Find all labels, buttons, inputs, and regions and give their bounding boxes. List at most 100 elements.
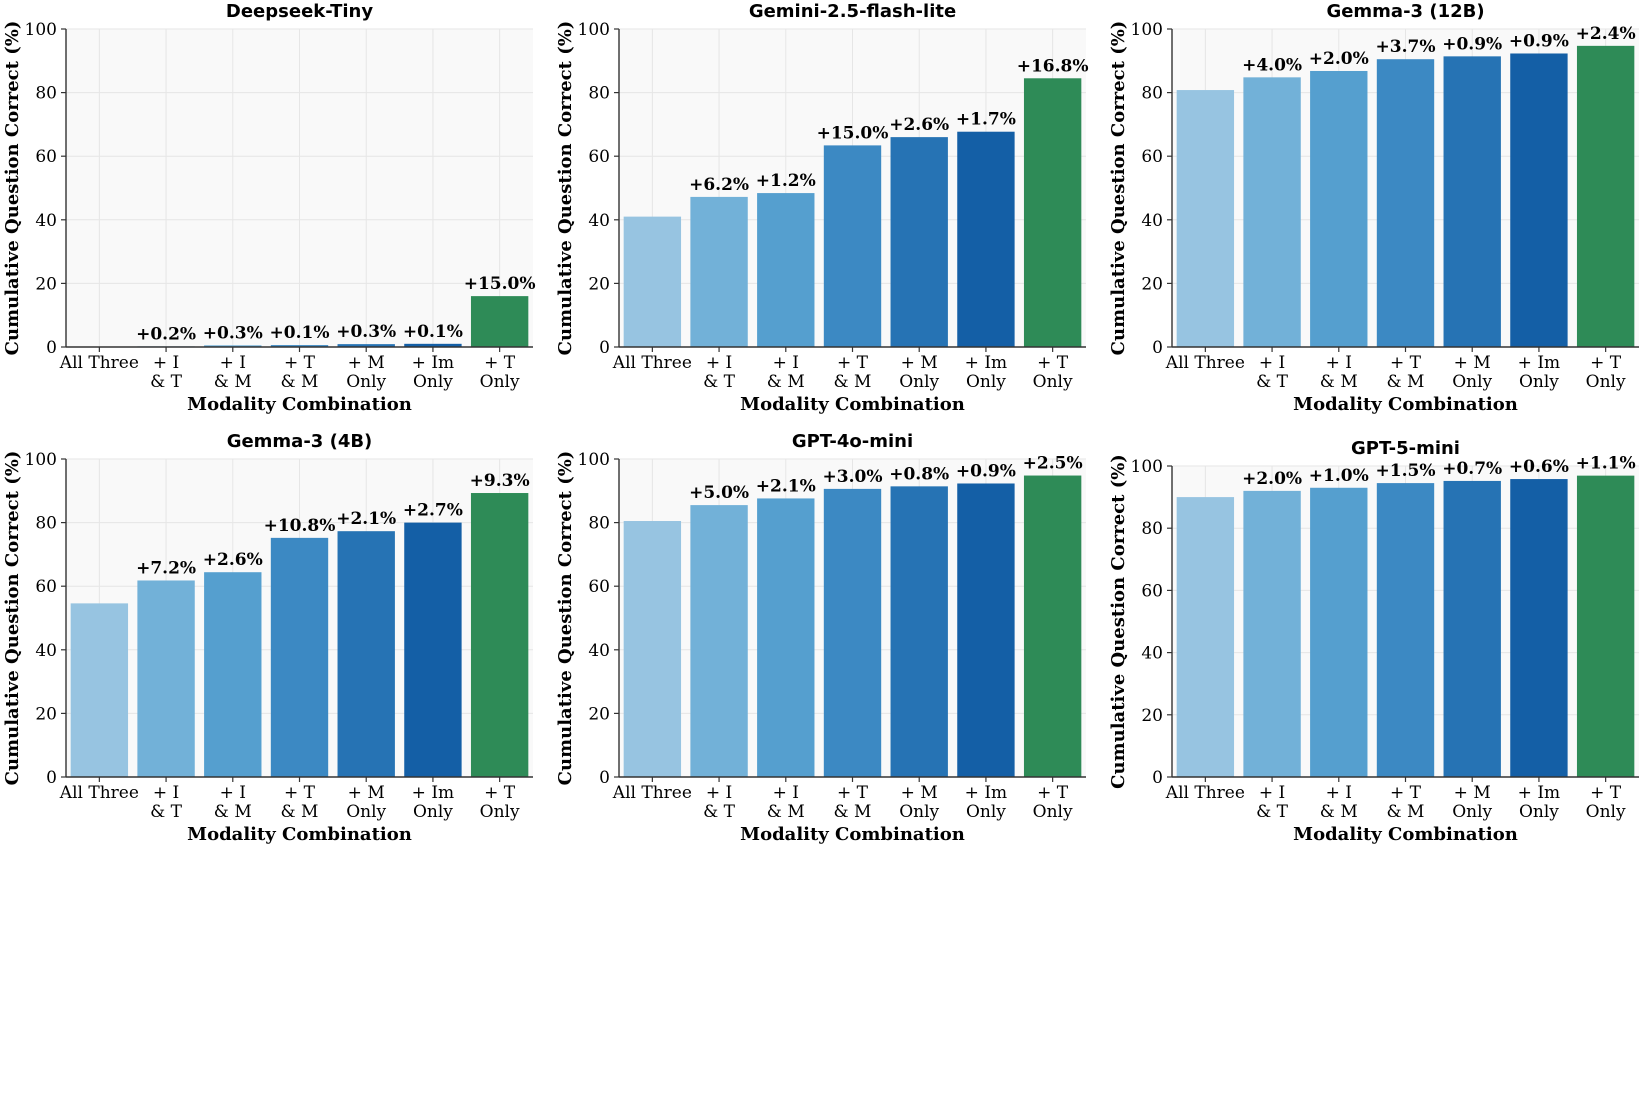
x-tick-label: + M bbox=[1454, 353, 1491, 373]
x-tick-label: Only bbox=[966, 372, 1006, 392]
bar-value-label: +0.6% bbox=[1509, 457, 1569, 477]
bar-value-label: +7.2% bbox=[136, 558, 196, 578]
bar bbox=[337, 531, 395, 777]
x-tick-label: + T bbox=[284, 353, 316, 373]
y-tick-label: 20 bbox=[1141, 274, 1163, 294]
bar-value-label: +1.1% bbox=[1576, 454, 1636, 474]
y-axis-label: Cumulative Question Correct (%) bbox=[1108, 21, 1129, 356]
x-tick-label: + I bbox=[153, 783, 179, 803]
bar-value-label: +0.2% bbox=[136, 324, 196, 344]
bar-value-label: +6.2% bbox=[689, 175, 749, 195]
bar-value-label: +0.8% bbox=[889, 464, 949, 484]
x-axis-label: Modality Combination bbox=[1293, 824, 1518, 845]
x-axis-label: Modality Combination bbox=[187, 394, 412, 415]
y-tick-label: 100 bbox=[25, 20, 57, 40]
x-tick-label: + Im bbox=[412, 353, 454, 373]
bar-value-label: +0.3% bbox=[203, 323, 263, 343]
chart-title: GPT-5-mini bbox=[1351, 438, 1460, 459]
y-tick-label: 100 bbox=[1131, 457, 1163, 477]
bar-value-label: +0.9% bbox=[1442, 34, 1502, 54]
y-tick-label: 0 bbox=[599, 338, 610, 358]
y-tick-label: 0 bbox=[46, 338, 57, 358]
bar bbox=[1243, 490, 1301, 777]
x-tick-label: Only bbox=[1586, 372, 1626, 392]
bar-value-label: +0.9% bbox=[1509, 31, 1569, 51]
x-axis-label: Modality Combination bbox=[187, 824, 412, 845]
chart-title: Gemini-2.5-flash-lite bbox=[749, 1, 956, 22]
x-tick-label: + M bbox=[901, 353, 938, 373]
y-tick-label: 20 bbox=[35, 704, 57, 724]
bar bbox=[823, 488, 882, 777]
chart-title: Gemma-3 (12B) bbox=[1326, 1, 1484, 22]
y-tick-label: 100 bbox=[1131, 20, 1163, 40]
x-tick-label: & T bbox=[1256, 802, 1289, 822]
bar bbox=[690, 505, 748, 777]
y-tick-label: 0 bbox=[599, 768, 610, 788]
chart-title: Gemma-3 (4B) bbox=[227, 431, 373, 452]
x-tick-label: Only bbox=[1033, 372, 1073, 392]
x-tick-label: All Three bbox=[612, 783, 692, 803]
y-tick-label: 20 bbox=[1141, 706, 1163, 726]
chart-title: GPT-4o-mini bbox=[792, 431, 913, 452]
x-axis-label: Modality Combination bbox=[1293, 394, 1518, 415]
y-tick-label: 40 bbox=[1141, 644, 1163, 664]
bar bbox=[890, 137, 948, 347]
x-tick-label: & M bbox=[834, 802, 872, 822]
x-tick-label: & M bbox=[281, 802, 319, 822]
bar-value-label: +0.1% bbox=[403, 322, 463, 342]
x-tick-label: Only bbox=[1452, 372, 1492, 392]
x-tick-label: All Three bbox=[1165, 783, 1245, 803]
x-tick-label: & T bbox=[703, 372, 736, 392]
x-tick-label: & M bbox=[1387, 372, 1425, 392]
bar-value-label: +0.3% bbox=[336, 322, 396, 342]
bar-value-label: +3.7% bbox=[1376, 37, 1436, 57]
bar bbox=[137, 580, 195, 777]
bar bbox=[404, 343, 462, 347]
bar-value-label: +2.4% bbox=[1576, 24, 1636, 44]
y-tick-label: 20 bbox=[588, 704, 610, 724]
x-tick-label: + Im bbox=[965, 783, 1007, 803]
y-tick-label: 0 bbox=[46, 768, 57, 788]
bar bbox=[890, 486, 948, 777]
x-axis-label: Modality Combination bbox=[740, 824, 965, 845]
y-tick-label: 100 bbox=[578, 450, 610, 470]
bar bbox=[957, 131, 1015, 347]
bar-value-label: +9.3% bbox=[470, 471, 530, 491]
y-tick-label: 40 bbox=[35, 211, 57, 231]
x-tick-label: Only bbox=[1033, 802, 1073, 822]
y-tick-label: 60 bbox=[1141, 581, 1163, 601]
bar-value-label: +1.0% bbox=[1309, 466, 1369, 486]
x-tick-label: Only bbox=[413, 802, 453, 822]
bar bbox=[957, 483, 1015, 777]
x-tick-label: Only bbox=[1519, 372, 1559, 392]
x-tick-label: + T bbox=[1390, 353, 1422, 373]
y-tick-label: 80 bbox=[1141, 519, 1163, 539]
bar bbox=[1023, 78, 1082, 347]
y-tick-label: 40 bbox=[588, 211, 610, 231]
y-axis-label: Cumulative Question Correct (%) bbox=[555, 451, 576, 786]
x-tick-label: Only bbox=[413, 372, 453, 392]
x-tick-label: & M bbox=[767, 372, 805, 392]
y-tick-label: 60 bbox=[35, 577, 57, 597]
bar-value-label: +1.2% bbox=[756, 171, 816, 191]
y-axis-label: Cumulative Question Correct (%) bbox=[2, 451, 23, 786]
bar-value-label: +3.0% bbox=[823, 467, 883, 487]
y-axis-label: Cumulative Question Correct (%) bbox=[555, 21, 576, 356]
y-tick-label: 0 bbox=[1152, 338, 1163, 358]
x-tick-label: + T bbox=[1590, 353, 1622, 373]
bar bbox=[623, 521, 682, 777]
bar-value-label: +15.0% bbox=[817, 123, 889, 143]
bar bbox=[757, 498, 815, 777]
bar-value-label: +2.5% bbox=[1023, 454, 1083, 474]
y-tick-label: 40 bbox=[1141, 211, 1163, 231]
bar-value-label: +16.8% bbox=[1017, 56, 1089, 76]
x-tick-label: & M bbox=[281, 372, 319, 392]
x-tick-label: + T bbox=[837, 783, 869, 803]
y-tick-label: 80 bbox=[588, 514, 610, 534]
y-tick-label: 0 bbox=[1152, 768, 1163, 788]
x-tick-label: Only bbox=[346, 802, 386, 822]
